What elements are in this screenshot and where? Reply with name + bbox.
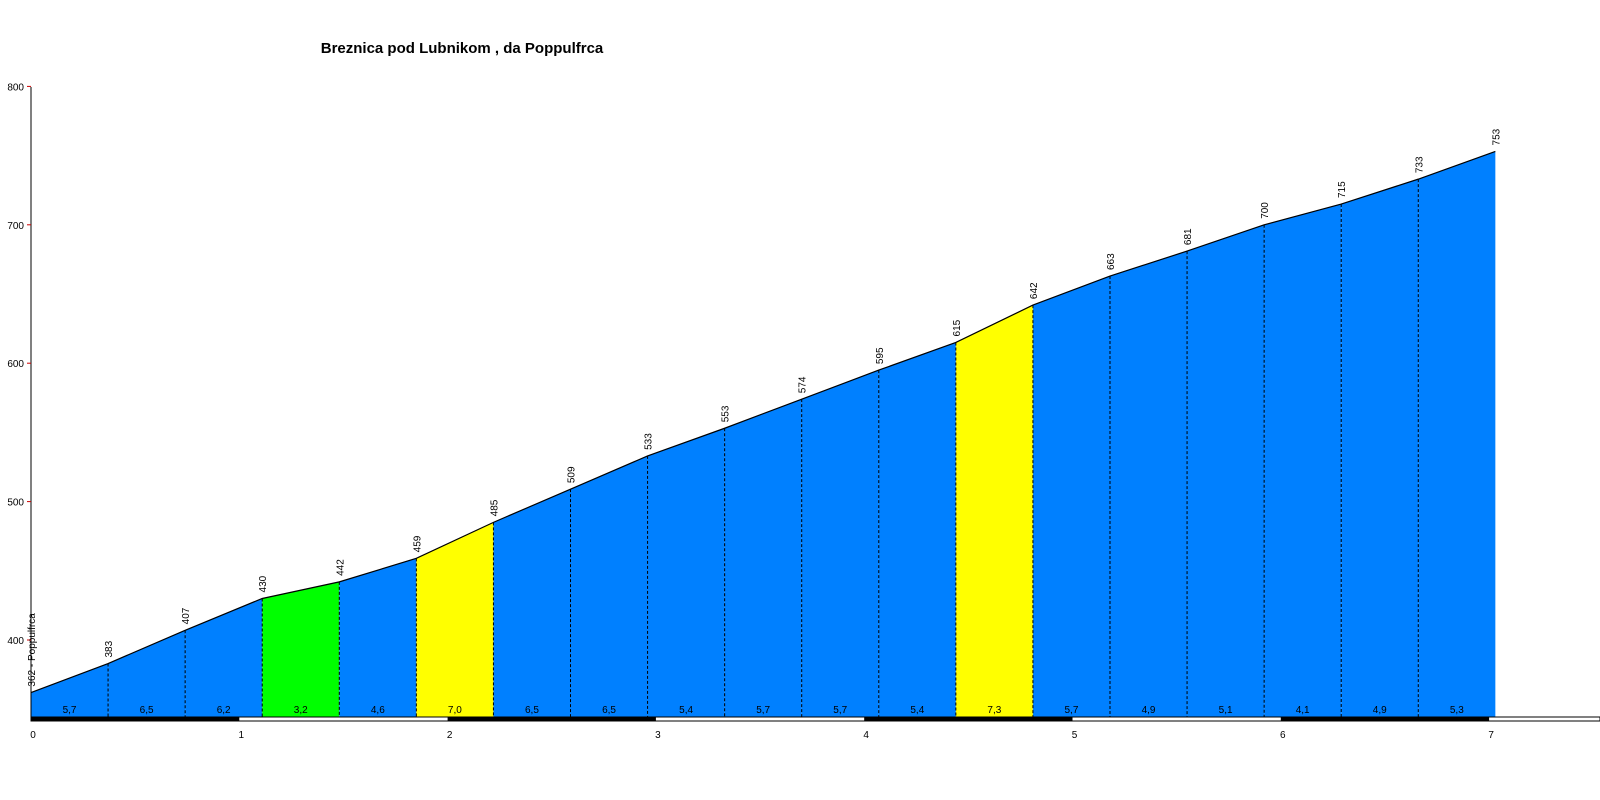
segment-area bbox=[185, 598, 263, 717]
segment-area bbox=[416, 522, 494, 717]
y-tick-label: 700 bbox=[7, 221, 24, 232]
elevation-label: 509 bbox=[566, 466, 577, 483]
x-axis-scale-block bbox=[447, 717, 656, 721]
gradient-label: 6,5 bbox=[140, 705, 154, 716]
x-tick-label: 4 bbox=[863, 730, 869, 741]
elevation-label: 485 bbox=[489, 499, 500, 516]
elevation-label: 574 bbox=[798, 376, 809, 393]
elevation-label: 733 bbox=[1414, 156, 1425, 173]
segment-area bbox=[339, 558, 417, 717]
segment-area bbox=[1187, 224, 1265, 718]
segment-area bbox=[262, 581, 340, 717]
gradient-label: 5,7 bbox=[63, 705, 77, 716]
gradient-label: 5,1 bbox=[1219, 705, 1233, 716]
gradient-label: 5,3 bbox=[1450, 705, 1464, 716]
segment-area bbox=[647, 428, 725, 717]
gradient-label: 7,0 bbox=[448, 705, 462, 716]
x-tick-label: 3 bbox=[655, 730, 661, 741]
elevation-label: 430 bbox=[258, 575, 269, 592]
elevation-label: 700 bbox=[1260, 202, 1271, 219]
x-tick-label: 5 bbox=[1072, 730, 1078, 741]
segment-area bbox=[1341, 179, 1419, 718]
x-axis-scale-block bbox=[31, 717, 240, 721]
gradient-label: 5,7 bbox=[833, 705, 847, 716]
segment-area bbox=[724, 399, 802, 717]
gradient-label: 5,4 bbox=[910, 705, 924, 716]
gradient-label: 6,2 bbox=[217, 705, 231, 716]
segment-area bbox=[108, 630, 186, 717]
segment-area bbox=[1109, 251, 1188, 717]
y-tick-label: 800 bbox=[7, 82, 24, 93]
y-tick-label: 400 bbox=[7, 636, 24, 647]
y-tick-label: 600 bbox=[7, 359, 24, 370]
x-axis-scale-block bbox=[1280, 717, 1490, 721]
y-tick-label: 500 bbox=[7, 498, 24, 509]
elevation-label: 383 bbox=[104, 640, 115, 657]
segment-area bbox=[801, 370, 879, 717]
segment-area bbox=[493, 489, 571, 717]
x-tick-label: 6 bbox=[1280, 730, 1286, 741]
x-tick-label: 1 bbox=[239, 730, 245, 741]
elevation-label: 642 bbox=[1029, 282, 1040, 299]
elevation-label: 715 bbox=[1337, 181, 1348, 198]
elevation-label: 615 bbox=[952, 319, 963, 336]
segment-area bbox=[570, 455, 648, 717]
gradient-label: 3,2 bbox=[294, 705, 308, 716]
segment-area bbox=[31, 663, 109, 717]
elevation-label: 753 bbox=[1491, 128, 1502, 145]
segment-area bbox=[1264, 204, 1342, 718]
gradient-label: 5,4 bbox=[679, 705, 693, 716]
gradient-label: 6,5 bbox=[525, 705, 539, 716]
elevation-line bbox=[30, 150, 1496, 694]
elevation-label: 663 bbox=[1106, 253, 1117, 270]
gradient-label: 6,5 bbox=[602, 705, 616, 716]
elevation-label: 533 bbox=[644, 433, 655, 450]
elevation-label: 553 bbox=[721, 405, 732, 422]
elevation-label: 459 bbox=[412, 535, 423, 552]
gradient-label: 4,1 bbox=[1296, 705, 1310, 716]
x-tick-label: 7 bbox=[1488, 730, 1494, 741]
segment-area bbox=[1418, 151, 1496, 717]
gradient-label: 4,9 bbox=[1142, 705, 1156, 716]
x-axis-scale-block bbox=[864, 717, 1073, 721]
gradient-label: 5,7 bbox=[1065, 705, 1079, 716]
x-tick-label: 0 bbox=[30, 730, 36, 741]
elevation-label: 442 bbox=[335, 559, 346, 576]
gradient-label: 7,3 bbox=[987, 705, 1001, 716]
elevation-label: 407 bbox=[181, 607, 192, 624]
gradient-label: 4,9 bbox=[1373, 705, 1387, 716]
x-tick-label: 2 bbox=[447, 730, 453, 741]
segment-area bbox=[1032, 276, 1110, 717]
start-label: 362 - Poppulfrca bbox=[27, 613, 38, 687]
gradient-label: 4,6 bbox=[371, 705, 385, 716]
elevation-label: 595 bbox=[875, 347, 886, 364]
elevation-label: 681 bbox=[1183, 228, 1194, 245]
chart-title: Breznica pod Lubnikom , da Poppulfrca bbox=[321, 40, 604, 57]
gradient-label: 5,7 bbox=[756, 705, 770, 716]
segment-area bbox=[955, 305, 1033, 717]
segment-area bbox=[878, 342, 956, 717]
